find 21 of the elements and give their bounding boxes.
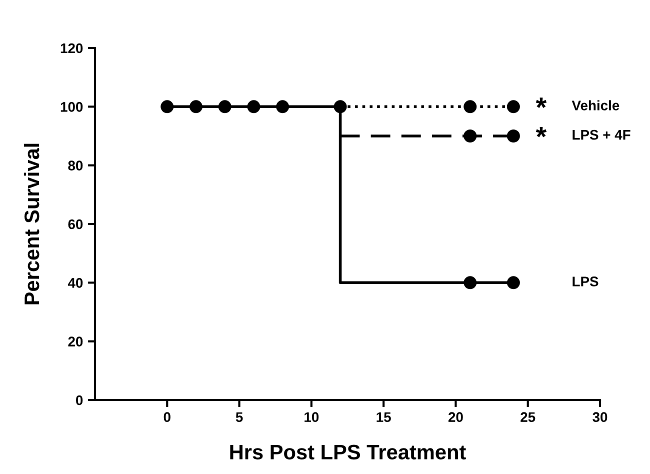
- annotation: *: [536, 98, 547, 108]
- x-tick-label: 5: [236, 412, 243, 422]
- x-tick-label: 15: [376, 412, 391, 422]
- x-tick-label: 0: [164, 412, 170, 422]
- y-tick-label: 40: [68, 278, 83, 288]
- x-tick-label: 30: [592, 412, 608, 422]
- y-axis-title: Percent Survival: [24, 144, 40, 304]
- y-tick-label: 0: [76, 395, 83, 406]
- y-tick-label: 20: [68, 336, 83, 347]
- x-tick-label: 25: [520, 412, 536, 422]
- y-tick-label: 120: [60, 43, 83, 54]
- text: Vehicle: [572, 100, 620, 110]
- text: LPS: [572, 276, 598, 286]
- y-tick-label: 100: [60, 102, 83, 112]
- x-tick-label: 20: [448, 412, 463, 422]
- y-tick-label: 60: [68, 219, 83, 230]
- y-tick-label: 80: [68, 160, 83, 171]
- annotation: *: [536, 126, 547, 138]
- x-tick-label: 10: [304, 412, 319, 422]
- text: LPS + 4F: [572, 130, 630, 140]
- x-axis-title: Hrs Post LPS Treatment: [230, 444, 466, 460]
